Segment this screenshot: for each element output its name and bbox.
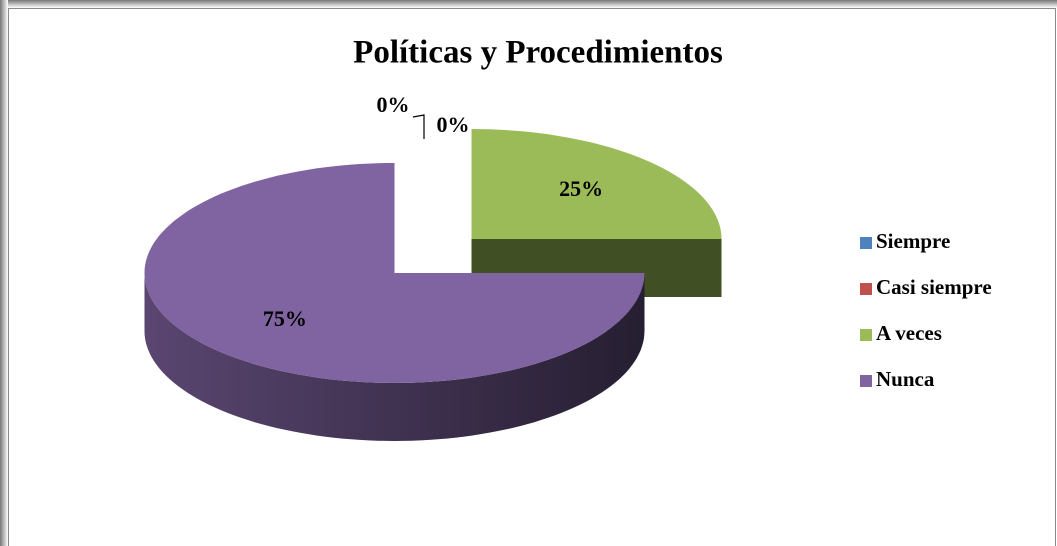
legend-label: Nunca: [876, 367, 935, 391]
legend-swatch: [860, 283, 872, 295]
legend: Siempre Casi siempre A veces Nunca: [860, 229, 992, 391]
legend-swatch: [860, 375, 872, 387]
legend-label: A veces: [876, 321, 942, 345]
slice-top: [144, 163, 645, 383]
frame-shadow: [0, 0, 1057, 8]
slice-side: [144, 273, 645, 441]
data-label: 0%: [437, 112, 470, 137]
legend-label: Casi siempre: [876, 275, 992, 299]
data-label: 0%: [377, 92, 410, 117]
data-label: 25%: [559, 176, 603, 201]
legend-swatch: [860, 329, 872, 341]
legend-label: Siempre: [876, 229, 950, 253]
chart-title: Políticas y Procedimientos: [353, 35, 723, 71]
slice-top: [471, 129, 722, 239]
pie: 0% 0% 25% 75%: [144, 92, 722, 441]
legend-swatch: [860, 237, 872, 249]
leader-line: [412, 114, 425, 139]
frame-shadow: [0, 0, 8, 546]
data-label: 75%: [263, 306, 307, 331]
pie-slice: [144, 163, 645, 441]
